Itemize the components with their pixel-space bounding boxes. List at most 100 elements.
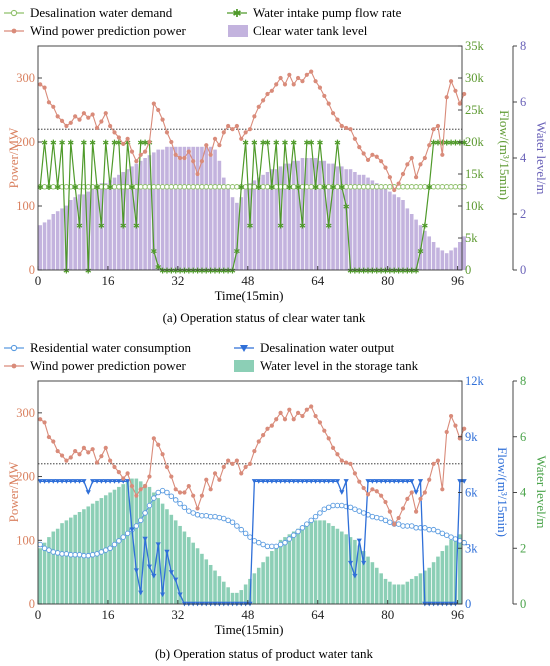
b-output-point <box>168 570 174 575</box>
a-wind-point <box>59 118 65 123</box>
b-wind-point <box>387 509 392 514</box>
a-demand-point <box>413 184 419 190</box>
b-residential-point <box>37 541 43 548</box>
b-output-point <box>361 560 367 566</box>
b-wind-point <box>352 471 358 476</box>
b-wind-point <box>129 484 135 489</box>
b-output-point <box>282 479 288 484</box>
b-wind-point <box>191 493 196 498</box>
b-level-bar <box>226 587 230 604</box>
b-output-point <box>138 590 144 596</box>
a-pump-point: ✱ <box>308 138 315 147</box>
a-pump-point: ✱ <box>334 138 341 147</box>
a-pump-point: ✱ <box>251 138 258 147</box>
b-y-right2-tick-label: 6 <box>520 430 526 444</box>
a-pump-point: ✱ <box>207 266 214 275</box>
b-wind-point <box>462 426 467 431</box>
a-pump-point: ✱ <box>120 222 127 231</box>
b-wind-point <box>134 493 139 498</box>
b-title: (b) Operation status of product water ta… <box>155 646 374 661</box>
a-pump-point: ✱ <box>234 247 241 256</box>
b-output-point <box>63 479 70 484</box>
b-output-point <box>326 479 332 484</box>
b-output-point <box>378 479 384 484</box>
b-output-point <box>457 479 463 484</box>
b-residential-point <box>199 512 205 519</box>
a-y-left-tick-label: 300 <box>16 71 35 85</box>
b-residential-point <box>234 523 240 529</box>
a-pump-point: ✱ <box>172 266 179 275</box>
b-wind-point <box>322 428 327 433</box>
a-level-bar <box>51 214 56 270</box>
b-level-bar <box>169 514 174 604</box>
a-wind-point <box>400 171 406 177</box>
a-wind-point <box>396 181 401 186</box>
a-pump-point: ✱ <box>111 138 118 147</box>
b-residential-point <box>59 551 65 557</box>
a-level-bar <box>95 186 99 270</box>
a-pump-point: ✱ <box>76 222 83 231</box>
a-y-right1-tick-label: 10k <box>465 199 485 213</box>
a-pump-point: ✱ <box>395 266 402 275</box>
a-y-left-tick-label: 200 <box>16 135 35 149</box>
b-level-bar <box>431 562 436 604</box>
b-wind-point <box>121 476 126 481</box>
b-level-bar <box>221 581 226 604</box>
a-wind-point <box>348 127 353 132</box>
b-wind-point <box>418 496 423 501</box>
b-wind-point <box>212 471 218 476</box>
b-y-left-tick-label: 100 <box>16 533 35 547</box>
a-level-bar <box>47 219 51 270</box>
b-level-bar <box>278 539 283 604</box>
b-level-bar <box>73 514 77 604</box>
a-demand-point <box>347 184 354 190</box>
a-wind-point <box>269 88 274 93</box>
b-residential-point <box>142 510 148 516</box>
b-residential-point <box>72 552 78 558</box>
b-y-left-tick-label: 200 <box>16 470 35 484</box>
b-output-point <box>81 479 87 484</box>
a-demand-point <box>181 184 188 190</box>
b-output-point <box>76 479 83 484</box>
a-level-bar <box>449 250 453 270</box>
b-residential-point <box>207 513 214 520</box>
a-level-bar <box>160 149 165 270</box>
b-xlabel: Time(15min) <box>215 622 284 637</box>
a-wind-point <box>392 187 397 193</box>
b-level-bar <box>42 542 47 604</box>
b-residential-point <box>89 552 96 558</box>
b-wind-point <box>208 487 213 492</box>
a-y-right1-tick-label: 20k <box>465 135 485 149</box>
panel-a-chart: Desalination water demand ✱ Water intake… <box>4 5 549 325</box>
legend-b-wind-label: Wind power prediction power <box>30 358 186 373</box>
b-output-point <box>146 564 153 570</box>
a-y-left-tick-label: 0 <box>29 263 35 277</box>
b-residential-point <box>404 523 411 529</box>
b-residential-point <box>168 493 175 499</box>
a-demand-point <box>457 184 463 190</box>
b-wind-point <box>282 417 288 422</box>
a-wind-point <box>147 139 152 145</box>
a-x-tick-label: 32 <box>171 273 184 288</box>
a-pump-point: ✱ <box>404 266 411 275</box>
a-level-bar <box>335 166 340 270</box>
b-level-bar <box>444 545 449 604</box>
b-wind-point <box>269 423 274 428</box>
b-residential-point <box>378 515 384 522</box>
b-residential-point <box>116 538 122 544</box>
b-wind-point <box>221 464 226 470</box>
a-level-bar <box>55 211 60 270</box>
b-level-bar <box>427 567 432 604</box>
a-pump-point: ✱ <box>50 138 57 147</box>
a-level-bar <box>90 188 95 270</box>
b-residential-point <box>387 519 393 525</box>
b-residential-point <box>273 543 279 550</box>
a-wind-point <box>379 159 384 164</box>
b-output-point <box>129 527 135 533</box>
b-output-point <box>400 479 406 484</box>
b-level-bar <box>318 520 322 604</box>
a-pump-point: ✱ <box>225 266 232 275</box>
a-x-tick-label: 16 <box>101 273 115 288</box>
b-level-bar <box>173 520 178 604</box>
a-level-bar <box>265 172 270 270</box>
